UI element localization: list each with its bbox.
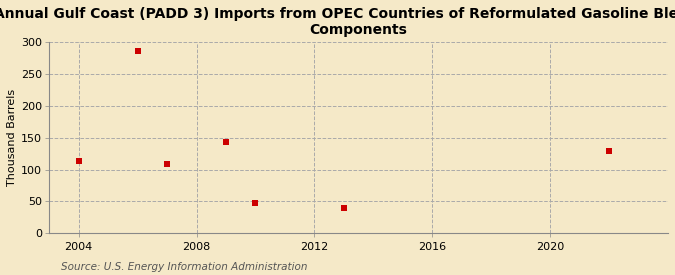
Point	[250, 201, 261, 205]
Point	[132, 49, 143, 54]
Point	[338, 206, 349, 210]
Point	[603, 148, 614, 153]
Point	[221, 139, 232, 144]
Point	[74, 159, 84, 164]
Point	[161, 162, 172, 166]
Title: Annual Gulf Coast (PADD 3) Imports from OPEC Countries of Reformulated Gasoline : Annual Gulf Coast (PADD 3) Imports from …	[0, 7, 675, 37]
Text: Source: U.S. Energy Information Administration: Source: U.S. Energy Information Administ…	[61, 262, 307, 272]
Y-axis label: Thousand Barrels: Thousand Barrels	[7, 89, 17, 186]
